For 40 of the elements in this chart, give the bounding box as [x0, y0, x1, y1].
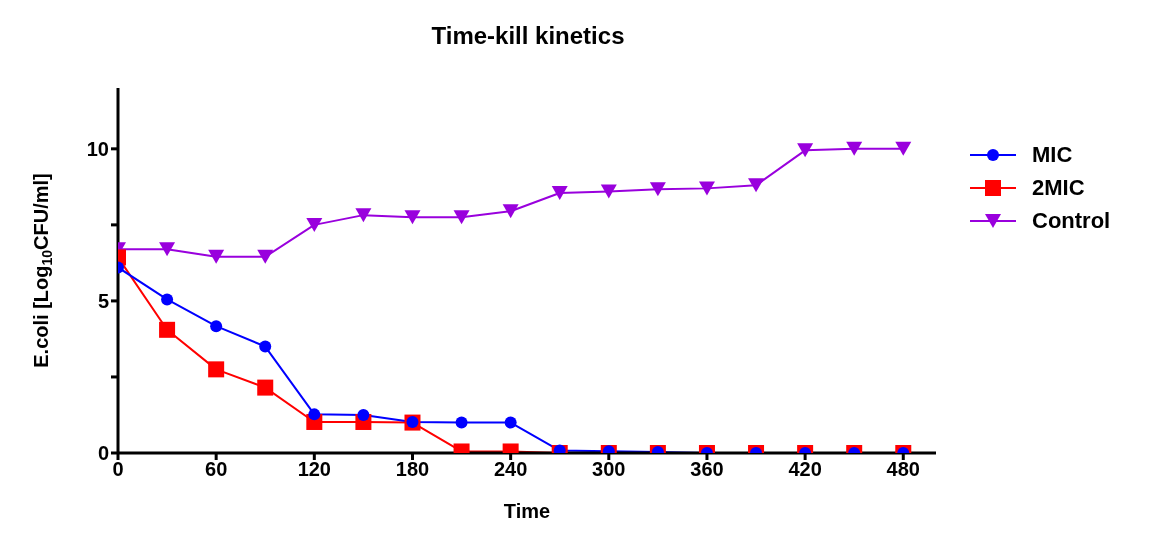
- point: [453, 210, 470, 225]
- point: [208, 249, 225, 264]
- x-tick-label: 60: [205, 458, 228, 481]
- y-tick-label: 0: [97, 442, 109, 465]
- legend-label: 2MIC: [1032, 174, 1085, 201]
- y-tick-label: 5: [97, 290, 109, 313]
- legend-label: Control: [1032, 207, 1111, 234]
- point: [600, 184, 617, 199]
- point: [698, 181, 715, 196]
- x-tick-label: 360: [690, 458, 724, 481]
- point: [259, 340, 272, 353]
- x-tick-label: 300: [592, 458, 626, 481]
- point: [355, 208, 372, 223]
- chart-title: Time-kill kinetics: [431, 22, 625, 49]
- y-tick-label: 10: [86, 137, 109, 160]
- point: [161, 293, 174, 306]
- point: [306, 217, 323, 232]
- point: [357, 408, 370, 421]
- point: [797, 143, 814, 158]
- x-tick-label: 240: [493, 458, 528, 481]
- point: [748, 178, 765, 193]
- point: [257, 379, 274, 396]
- point: [895, 141, 912, 156]
- point: [649, 182, 666, 197]
- point: [159, 321, 176, 338]
- point: [502, 204, 519, 219]
- x-tick-label: 180: [395, 458, 430, 481]
- x-tick-label: 480: [886, 458, 920, 481]
- legend-label: MIC: [1032, 141, 1073, 168]
- x-tick-label: 0: [112, 458, 124, 481]
- x-tick-label: 420: [788, 458, 822, 481]
- point: [159, 242, 176, 257]
- point: [846, 141, 863, 156]
- point: [551, 185, 568, 200]
- x-axis-title: Time: [503, 500, 551, 522]
- point: [208, 361, 225, 378]
- point: [404, 210, 421, 225]
- x-tick-label: 120: [297, 458, 332, 481]
- point: [210, 320, 223, 333]
- point: [257, 249, 274, 264]
